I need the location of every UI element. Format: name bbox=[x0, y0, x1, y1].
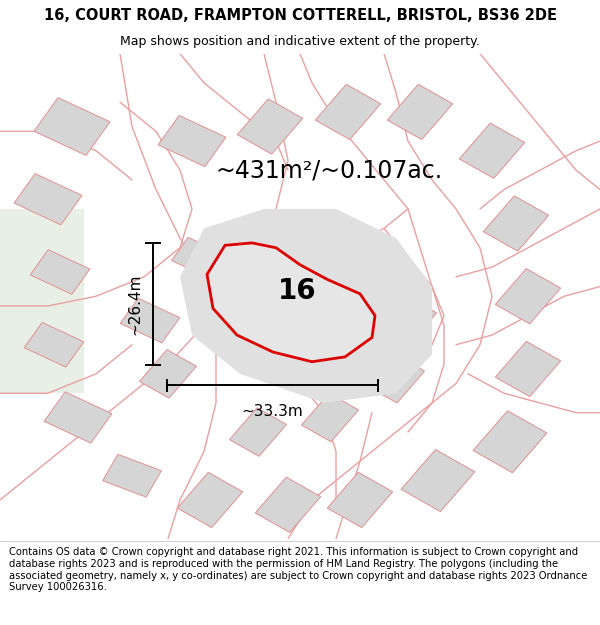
Polygon shape bbox=[250, 241, 326, 304]
Polygon shape bbox=[30, 250, 90, 294]
Polygon shape bbox=[316, 84, 380, 139]
Polygon shape bbox=[207, 243, 375, 362]
Text: Contains OS data © Crown copyright and database right 2021. This information is : Contains OS data © Crown copyright and d… bbox=[9, 548, 587, 592]
Polygon shape bbox=[401, 449, 475, 511]
Polygon shape bbox=[178, 472, 242, 528]
Polygon shape bbox=[180, 209, 432, 403]
Polygon shape bbox=[229, 408, 287, 456]
Polygon shape bbox=[328, 472, 392, 528]
Polygon shape bbox=[496, 269, 560, 324]
Polygon shape bbox=[367, 354, 425, 403]
Polygon shape bbox=[301, 393, 359, 442]
Text: 16: 16 bbox=[278, 278, 316, 306]
Bar bbox=[0, 209, 84, 393]
Polygon shape bbox=[139, 349, 197, 398]
Polygon shape bbox=[158, 116, 226, 167]
Polygon shape bbox=[44, 392, 112, 443]
Text: Map shows position and indicative extent of the property.: Map shows position and indicative extent… bbox=[120, 36, 480, 48]
Polygon shape bbox=[120, 298, 180, 343]
Polygon shape bbox=[24, 322, 84, 367]
Polygon shape bbox=[238, 99, 302, 154]
Polygon shape bbox=[256, 477, 320, 532]
Polygon shape bbox=[473, 411, 547, 472]
Polygon shape bbox=[330, 242, 390, 292]
Polygon shape bbox=[496, 341, 560, 397]
Polygon shape bbox=[34, 98, 110, 156]
Polygon shape bbox=[103, 454, 161, 497]
Polygon shape bbox=[460, 123, 524, 178]
Polygon shape bbox=[172, 238, 224, 278]
Polygon shape bbox=[388, 84, 452, 139]
Polygon shape bbox=[484, 196, 548, 251]
Polygon shape bbox=[379, 296, 437, 345]
Polygon shape bbox=[14, 174, 82, 225]
Text: ~26.4m: ~26.4m bbox=[127, 273, 142, 335]
Text: ~33.3m: ~33.3m bbox=[242, 404, 303, 419]
Text: 16, COURT ROAD, FRAMPTON COTTERELL, BRISTOL, BS36 2DE: 16, COURT ROAD, FRAMPTON COTTERELL, BRIS… bbox=[44, 8, 557, 22]
Text: ~431m²/~0.107ac.: ~431m²/~0.107ac. bbox=[216, 158, 443, 182]
